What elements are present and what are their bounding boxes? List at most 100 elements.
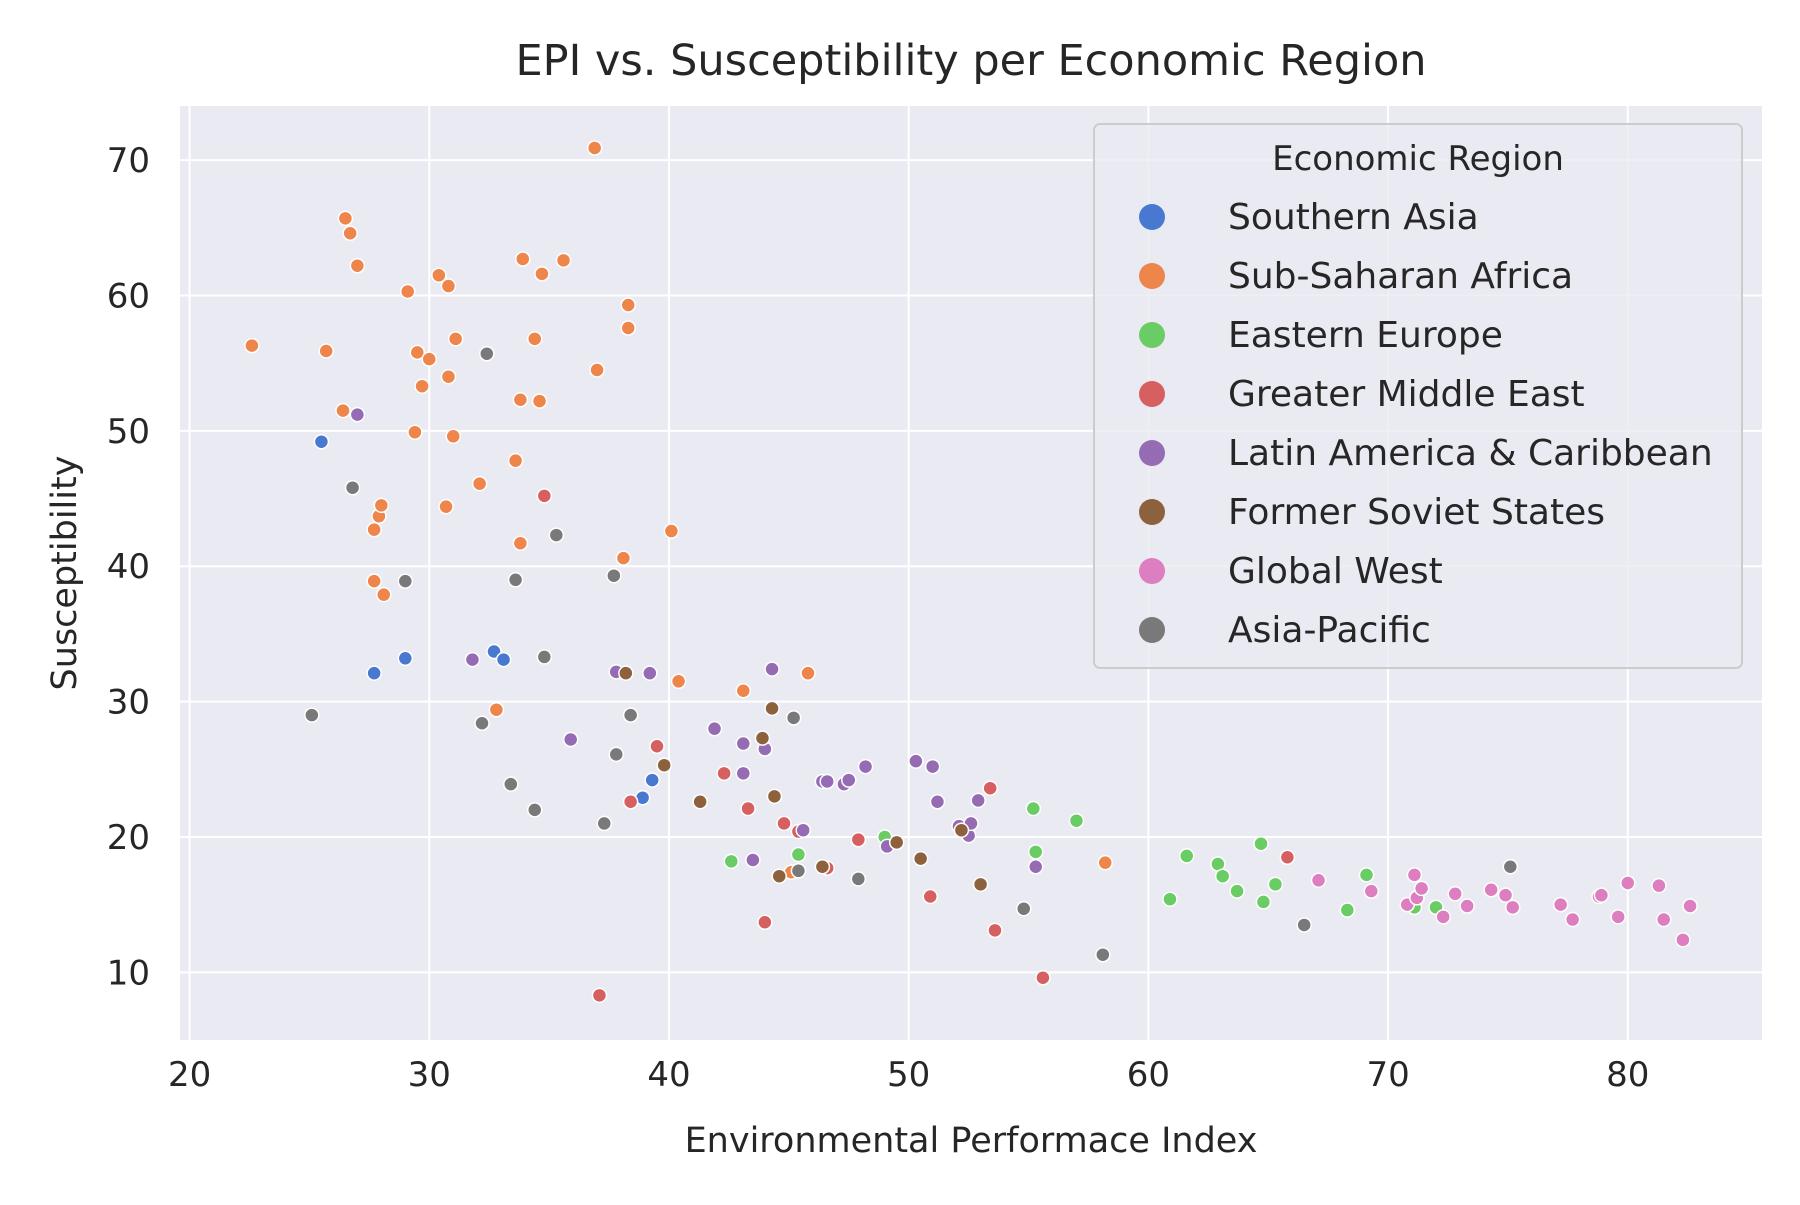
data-point — [344, 479, 361, 496]
data-point — [1027, 844, 1044, 860]
data-point — [649, 738, 665, 755]
data-point — [1363, 883, 1380, 899]
data-point — [622, 794, 639, 810]
data-point — [399, 283, 416, 300]
data-point — [409, 344, 426, 361]
data-point — [1015, 900, 1032, 917]
x-tick-label: 30 — [408, 1055, 451, 1095]
data-point — [474, 715, 490, 732]
data-point — [1682, 898, 1698, 914]
x-axis-label: Environmental Performace Index — [685, 1121, 1258, 1161]
data-point — [1162, 891, 1178, 907]
data-point — [754, 730, 771, 746]
data-point — [982, 780, 998, 796]
data-point — [366, 665, 382, 681]
data-point — [766, 788, 783, 805]
data-point — [912, 850, 929, 867]
data-point — [615, 550, 632, 566]
data-point — [1406, 867, 1423, 883]
data-point — [620, 320, 636, 336]
legend-marker — [1139, 558, 1165, 584]
data-point — [606, 567, 622, 584]
legend-label: Asia-Pacific — [1228, 610, 1431, 651]
legend-marker — [1139, 263, 1165, 289]
data-point — [337, 210, 354, 227]
data-point — [790, 846, 807, 863]
legend-label: Latin America & Caribbean — [1228, 433, 1713, 474]
data-point — [318, 343, 334, 359]
y-axis-label: Susceptibility — [45, 456, 85, 691]
data-point — [1675, 932, 1691, 948]
data-point — [440, 278, 457, 294]
legend-label: Global West — [1228, 551, 1443, 592]
data-point — [1095, 946, 1111, 963]
data-point — [1255, 894, 1272, 910]
data-point — [1339, 902, 1356, 918]
data-point — [735, 765, 752, 782]
y-tick-label: 20 — [107, 818, 150, 858]
data-point — [1483, 881, 1499, 898]
data-point — [373, 497, 390, 514]
data-point — [972, 876, 989, 893]
data-point — [507, 452, 524, 469]
data-point — [375, 586, 392, 603]
data-point — [608, 746, 624, 763]
data-point — [531, 393, 548, 409]
data-point — [366, 521, 382, 538]
data-point — [414, 378, 430, 394]
data-point — [987, 922, 1003, 939]
data-point — [495, 651, 512, 668]
x-tick-label: 50 — [887, 1055, 930, 1095]
data-point — [445, 428, 462, 445]
data-point — [785, 710, 802, 726]
data-point — [622, 707, 639, 723]
data-point — [1447, 886, 1463, 902]
data-point — [1229, 883, 1245, 899]
data-point — [349, 406, 366, 423]
data-point — [471, 475, 488, 492]
data-point — [438, 498, 454, 515]
data-point — [841, 772, 857, 788]
data-point — [670, 673, 687, 690]
data-point — [507, 572, 524, 588]
data-point — [1610, 909, 1626, 925]
y-tick-label: 10 — [107, 953, 150, 993]
data-point — [562, 731, 579, 748]
legend-label: Former Soviet States — [1228, 492, 1605, 533]
data-points — [244, 140, 1698, 1004]
data-point — [857, 758, 874, 775]
data-point — [244, 337, 260, 354]
data-point — [464, 651, 481, 668]
data-point — [924, 758, 941, 775]
data-point — [349, 257, 366, 274]
data-point — [790, 863, 807, 879]
data-point — [776, 815, 792, 832]
data-point — [735, 735, 752, 752]
data-point — [618, 665, 634, 681]
data-point — [1025, 800, 1042, 817]
data-point — [1502, 858, 1519, 875]
data-point — [512, 391, 529, 408]
data-point — [1620, 875, 1636, 891]
legend: Economic Region Southern Asia Sub-Saharan… — [1093, 123, 1743, 669]
data-point — [723, 853, 740, 870]
data-point — [953, 822, 970, 838]
data-point — [1459, 898, 1475, 914]
data-point — [1564, 911, 1581, 928]
data-point — [421, 351, 438, 367]
data-point — [1178, 848, 1195, 864]
data-point — [692, 794, 708, 810]
data-point — [488, 701, 505, 718]
chart-title: EPI vs. Susceptibility per Economic Regi… — [515, 36, 1426, 86]
data-point — [656, 757, 672, 773]
data-point — [764, 661, 780, 677]
data-point — [548, 527, 565, 543]
data-point — [503, 776, 519, 792]
data-point — [764, 700, 780, 717]
legend-items: Southern Asia Sub-Saharan Africa Eastern E… — [1139, 197, 1713, 651]
data-point — [800, 665, 816, 681]
legend-marker — [1139, 440, 1165, 466]
data-point — [663, 523, 680, 539]
